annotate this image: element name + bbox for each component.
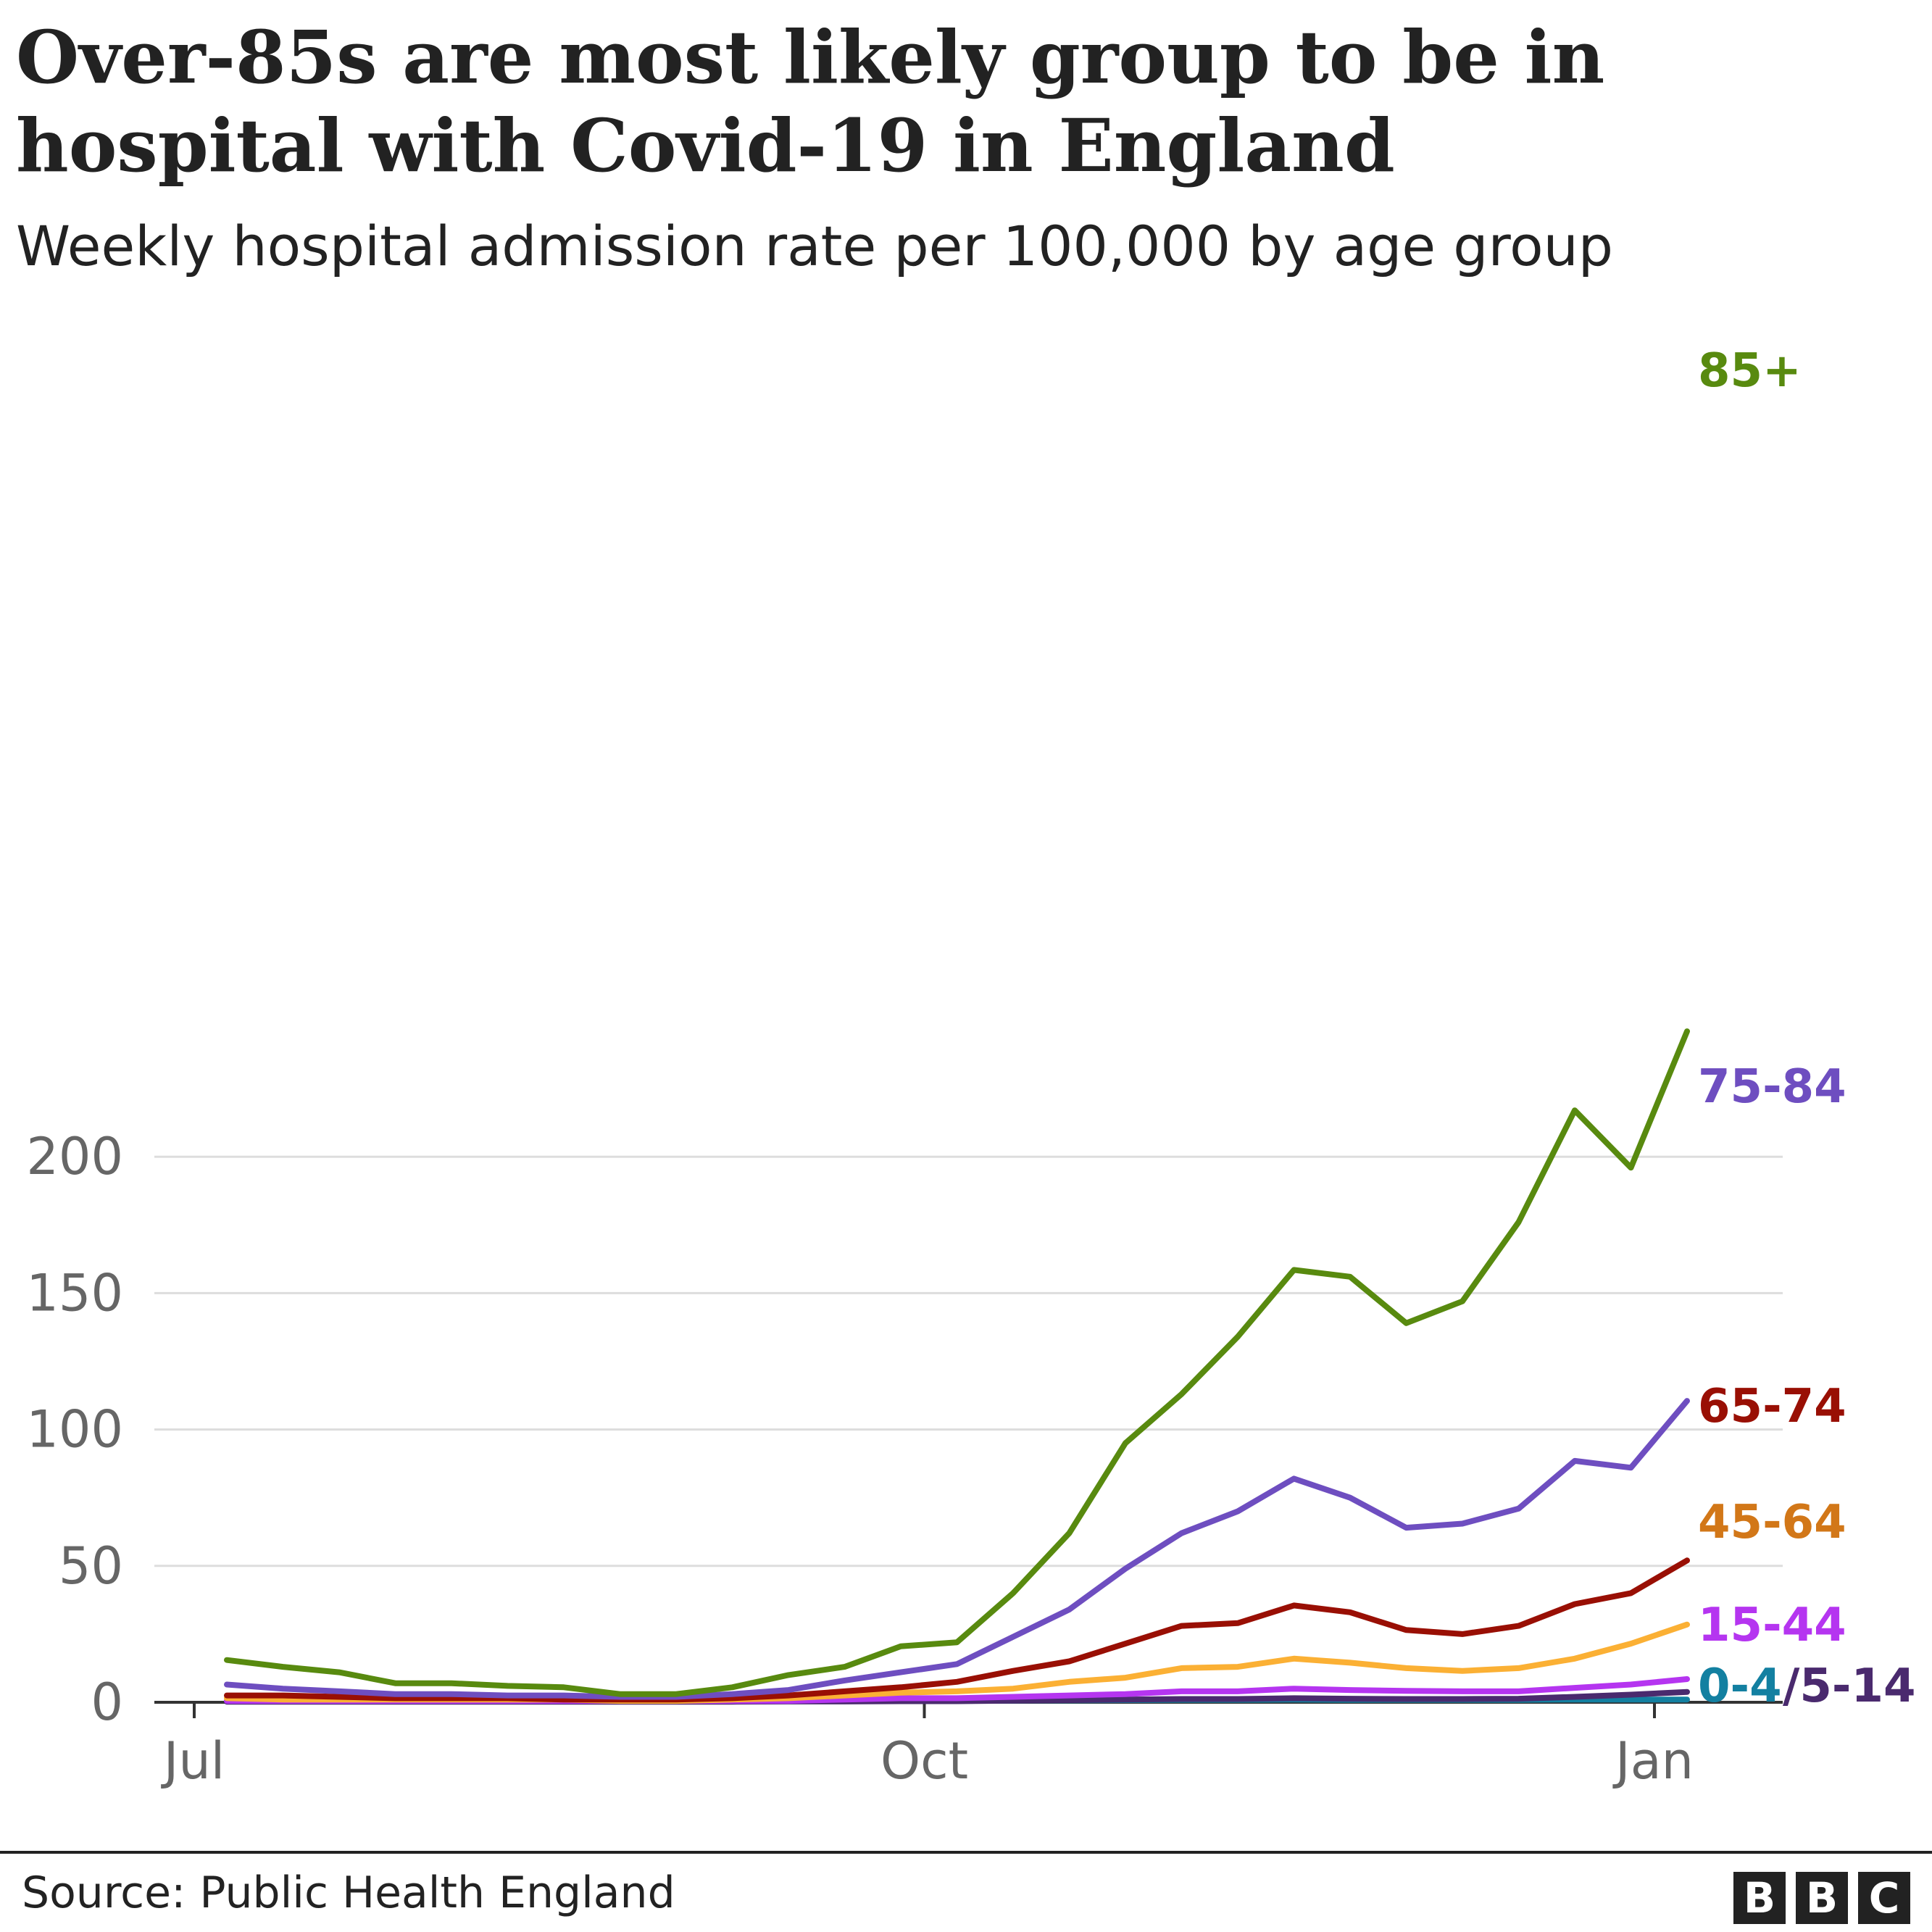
series-line-85+ — [224, 1028, 1690, 1697]
end-label-5-14: /5-14 — [1783, 1660, 1916, 1713]
series-line-65-74 — [224, 1557, 1690, 1703]
chart-title: Over-85s are most likely group to be in … — [16, 14, 1605, 188]
gridlines — [154, 1155, 1783, 1567]
y-tick-label: 150 — [26, 1263, 123, 1323]
end-label-45-64: 45-64 — [1698, 1496, 1846, 1549]
end-label-15-44: 15-44 — [1698, 1599, 1846, 1652]
bbc-logo-letter: B — [1796, 1872, 1848, 1924]
series-lines — [224, 1028, 1690, 1705]
footer-divider — [0, 1851, 1932, 1854]
y-tick-label: 50 — [59, 1536, 123, 1596]
x-tick-label: Jul — [161, 1731, 225, 1791]
y-tick-label: 100 — [26, 1400, 123, 1460]
end-label-65-74: 65-74 — [1698, 1380, 1846, 1433]
y-tick-label: 200 — [26, 1127, 123, 1186]
bbc-logo: B B C — [1733, 1872, 1910, 1924]
bbc-logo-letter: C — [1858, 1872, 1910, 1924]
y-tick-label: 0 — [91, 1673, 123, 1732]
end-label-75-84: 75-84 — [1698, 1060, 1846, 1114]
end-label-85+: 85+ — [1698, 344, 1802, 398]
x-tick-label: Jan — [1612, 1731, 1694, 1791]
end-label-0-4: 0-4 — [1698, 1660, 1782, 1713]
series-end-labels: 85+ 75-84 65-74 45-64 15-44 0-4/5-14 — [1698, 344, 1916, 1713]
x-tick-label: Oct — [880, 1731, 968, 1791]
bbc-logo-letter: B — [1733, 1872, 1786, 1924]
source-note: Source: Public Health England — [22, 1868, 675, 1918]
series-line-75-84 — [224, 1398, 1690, 1700]
chart-subtitle: Weekly hospital admission rate per 100,0… — [16, 214, 1614, 278]
